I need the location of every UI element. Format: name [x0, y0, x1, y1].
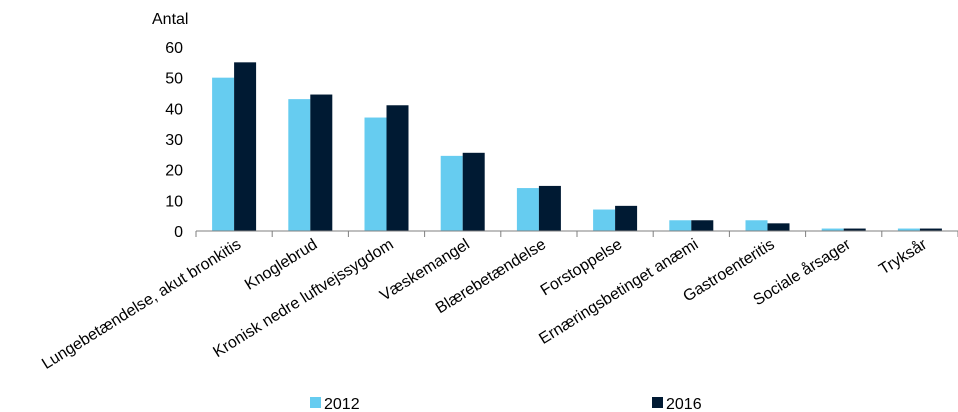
bar-2016-1 — [310, 94, 333, 232]
x-axis-ticks — [195, 231, 958, 237]
bar-2012-5 — [593, 209, 616, 231]
bar-2012-3 — [440, 155, 463, 231]
bar-2016-8 — [843, 228, 866, 231]
legend-swatch-2012 — [310, 397, 321, 408]
bar-2012-0 — [212, 77, 235, 232]
bar-2012-1 — [288, 99, 311, 231]
y-tick-label: 20 — [165, 163, 183, 180]
bar-2016-4 — [538, 185, 561, 231]
bar-2012-7 — [745, 220, 768, 231]
legend-label-2016: 2016 — [666, 396, 702, 412]
bars — [212, 62, 942, 232]
bar-2016-0 — [234, 62, 257, 232]
bar-2012-4 — [516, 188, 539, 231]
bar-2012-9 — [897, 228, 920, 231]
bar-2012-6 — [669, 220, 692, 231]
bar-2012-8 — [821, 228, 844, 231]
y-tick-label: 60 — [165, 40, 183, 57]
y-tick-label: 0 — [174, 224, 183, 241]
y-tick-label: 10 — [165, 193, 183, 210]
bar-2016-9 — [919, 228, 942, 231]
bar-2016-6 — [691, 220, 714, 231]
bar-2016-2 — [386, 105, 409, 231]
y-axis-ticks: 0 10 20 30 40 50 60 — [165, 40, 183, 241]
x-axis-labels: Lungebetændelse, akut bronkitisKnoglebru… — [39, 235, 931, 373]
bar-2016-5 — [615, 205, 638, 231]
y-tick-label: 30 — [165, 132, 183, 149]
y-axis-title: Antal — [152, 11, 188, 28]
legend: 2012 2016 — [310, 396, 702, 412]
legend-label-2012: 2012 — [324, 396, 360, 412]
bar-2012-2 — [364, 117, 387, 231]
y-tick-label: 50 — [165, 71, 183, 88]
legend-swatch-2016 — [652, 397, 663, 408]
x-category-label: Tryksår — [876, 235, 931, 279]
y-tick-label: 40 — [165, 101, 183, 118]
bar-2016-3 — [462, 152, 485, 231]
bar-2016-7 — [767, 223, 790, 231]
